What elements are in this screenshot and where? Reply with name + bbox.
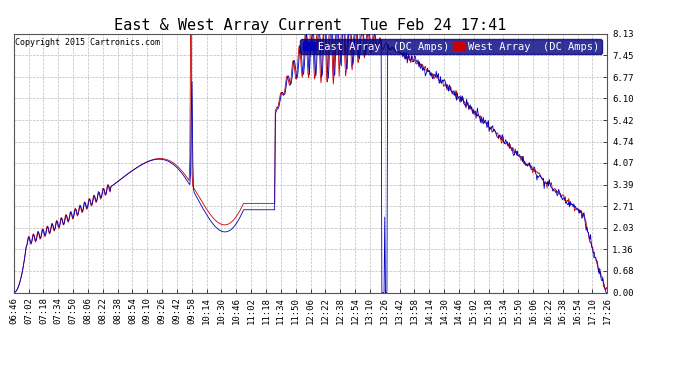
Title: East & West Array Current  Tue Feb 24 17:41: East & West Array Current Tue Feb 24 17:… <box>115 18 506 33</box>
Text: Copyright 2015 Cartronics.com: Copyright 2015 Cartronics.com <box>15 38 160 46</box>
Legend: East Array  (DC Amps), West Array  (DC Amps): East Array (DC Amps), West Array (DC Amp… <box>300 39 602 54</box>
